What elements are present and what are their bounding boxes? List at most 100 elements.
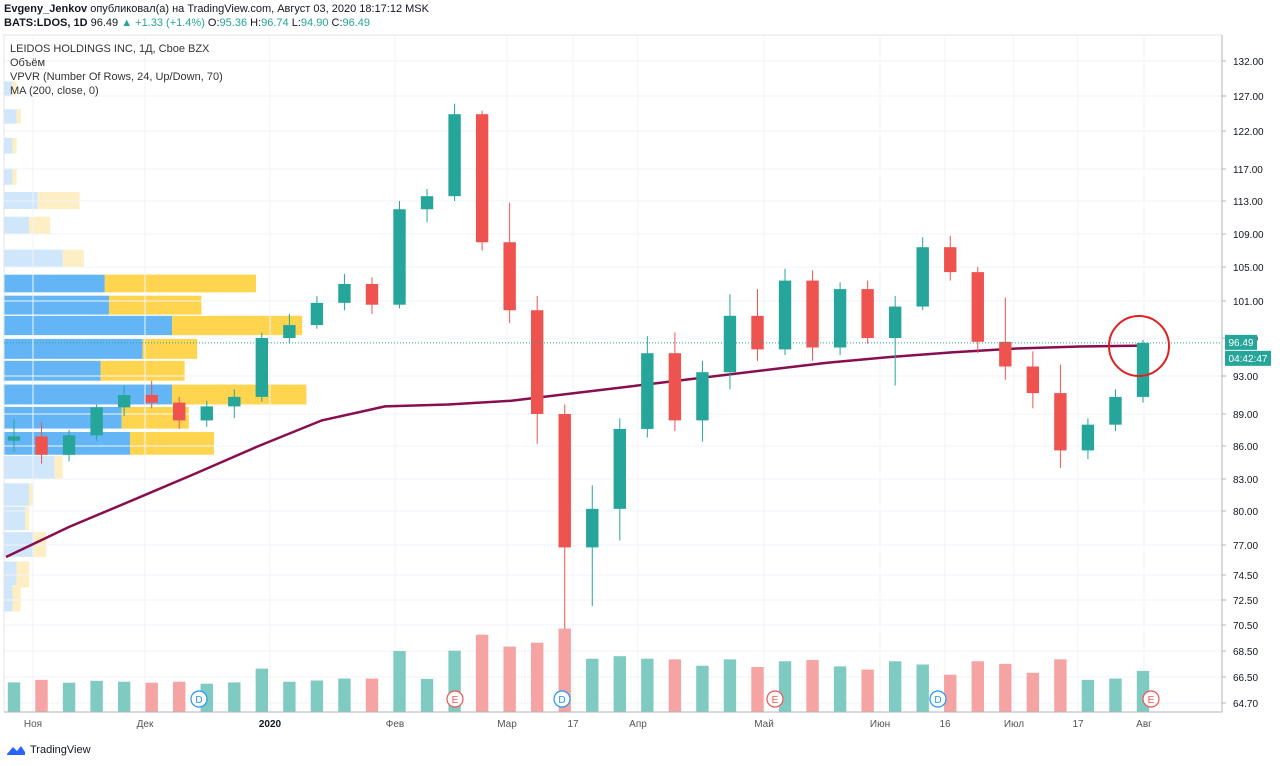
vpvr-bar-down — [62, 249, 84, 267]
vpvr-bar-down — [172, 384, 307, 405]
candle-body — [696, 372, 709, 421]
vpvr-bar-down — [25, 506, 30, 531]
y-tick-label: 101.00 — [1233, 297, 1264, 308]
candle-body — [888, 306, 902, 338]
vpvr-bar-up — [4, 483, 30, 506]
volume-bar — [751, 667, 764, 712]
earnings-marker-icon — [766, 690, 784, 708]
volume-bar — [806, 660, 819, 712]
vpvr-bar-up — [4, 315, 172, 336]
event-marker-label: D — [195, 695, 202, 706]
candle-body — [1081, 424, 1095, 451]
volume-bar — [861, 669, 874, 712]
candle-body — [1109, 396, 1122, 425]
candle-body — [448, 114, 461, 197]
high-value: 96.74 — [261, 17, 289, 29]
volume-bar — [255, 668, 269, 712]
volume-bar — [1109, 678, 1122, 712]
vpvr-bar-down — [172, 315, 303, 336]
vpvr-bar-up — [4, 168, 13, 185]
price-tag-label: 96.49 — [1228, 338, 1253, 349]
candle-body — [613, 428, 627, 509]
volume-legend[interactable]: Объём — [10, 57, 46, 69]
vpvr-bar-down — [121, 406, 189, 429]
x-tick-label: Июн — [870, 719, 890, 730]
low-label: L: — [291, 17, 301, 29]
y-tick-label: 77.00 — [1233, 541, 1258, 552]
low-value: 94.90 — [300, 17, 329, 29]
dividend-marker-icon — [190, 690, 208, 708]
candle-body — [530, 310, 544, 414]
candle-body — [861, 289, 874, 338]
candle-body — [668, 353, 682, 421]
ma-legend[interactable]: MA (200, close, 0) — [10, 85, 99, 97]
dividend-marker-icon — [929, 690, 947, 708]
volume-bar — [1026, 672, 1040, 712]
last-price: 96.49 — [90, 17, 119, 29]
open-value: 95.36 — [219, 17, 248, 29]
candle-body — [90, 407, 103, 436]
candle-body — [999, 341, 1012, 367]
vpvr-bar-down — [12, 585, 21, 612]
candle-body — [503, 242, 516, 311]
vpvr-bar-down — [130, 431, 214, 455]
vpvr-bar-up — [4, 455, 55, 480]
candle-body — [558, 414, 571, 548]
candle-body — [723, 315, 737, 373]
chart-title[interactable]: LEIDOS HOLDINGS INC, 1Д, Cboe BZX — [10, 43, 210, 55]
candle-body — [7, 436, 21, 441]
candle-body — [365, 284, 379, 305]
close-label: C: — [331, 17, 343, 29]
volume-bar — [310, 680, 324, 712]
volume-bar — [971, 661, 984, 712]
vpvr-legend[interactable]: VPVR (Number Of Rows, 24, Up/Down, 70) — [10, 71, 223, 83]
tradingview-logo-icon — [7, 746, 25, 755]
volume-bar — [228, 682, 241, 712]
volume-bar — [888, 661, 902, 712]
candle-body — [1026, 366, 1040, 394]
vpvr-bar-down — [100, 360, 185, 381]
y-tick-label: 66.50 — [1233, 673, 1258, 684]
y-tick-label: 117.00 — [1233, 165, 1263, 176]
volume-bar — [613, 656, 627, 712]
y-tick-label: 70.50 — [1233, 621, 1258, 632]
volume-bar — [173, 681, 186, 712]
x-tick-label: Май — [754, 719, 774, 730]
y-tick-label: 86.00 — [1233, 442, 1258, 453]
earnings-marker-icon — [446, 690, 464, 708]
x-tick-label: Июл — [1004, 719, 1024, 730]
candle-body — [916, 247, 929, 307]
candle-body — [117, 395, 131, 408]
author-name[interactable]: Evgeny_Jenkov — [4, 3, 88, 15]
up-arrow-icon: ▲ — [121, 17, 133, 29]
vpvr-bar-up — [4, 137, 13, 154]
y-tick-label: 80.00 — [1233, 507, 1258, 518]
footer-brand[interactable]: TradingView — [30, 744, 91, 756]
volume-bar — [420, 678, 434, 712]
volume-bar — [393, 651, 406, 712]
vpvr-bar-down — [54, 455, 63, 480]
y-tick-label: 83.00 — [1233, 475, 1258, 486]
vpvr-bar-down — [109, 295, 202, 315]
candle-body — [1054, 393, 1067, 451]
y-tick-label: 64.70 — [1233, 699, 1258, 710]
vpvr-bar-up — [4, 216, 30, 234]
y-tick-label: 122.00 — [1233, 127, 1264, 138]
x-tick-label: Апр — [629, 719, 647, 730]
ohlc-line: BATS:LDOS, 1D 96.49 ▲ +1.33 (+1.4%) O:95… — [4, 17, 370, 30]
axes: 132.00 127.00 122.00 117.00 113.00 109.00 105.… — [4, 35, 1264, 730]
x-tick-label: Авг — [1136, 719, 1152, 730]
candle-body — [228, 396, 241, 407]
candle-body — [475, 114, 489, 243]
candle-body — [145, 395, 158, 403]
publish-info: Evgeny_Jenkov опубликовал(а) на TradingV… — [4, 3, 429, 16]
vpvr-bar-up — [4, 360, 101, 381]
volume-bar — [35, 679, 48, 712]
ma-line — [5, 344, 1144, 559]
x-tick-label: Фев — [386, 719, 404, 730]
event-marker-label: E — [772, 695, 779, 706]
vpvr-bar-up — [4, 109, 17, 124]
candle-body — [641, 353, 654, 429]
candles[interactable] — [7, 103, 1150, 629]
